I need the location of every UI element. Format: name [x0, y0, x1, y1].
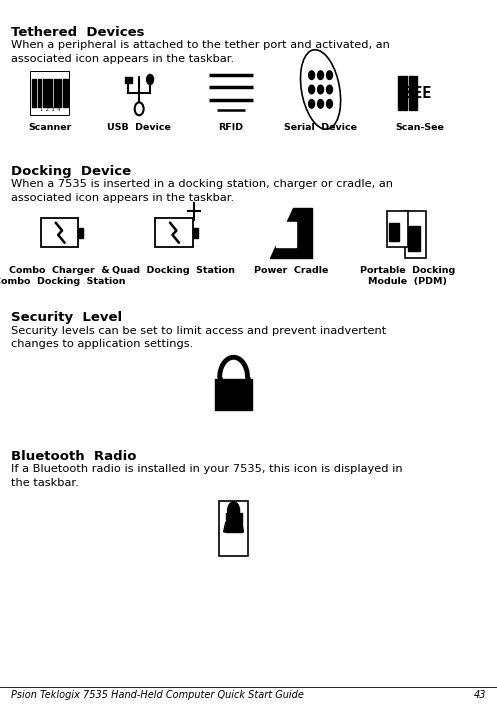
Bar	[402, 76, 407, 110]
Circle shape	[327, 100, 332, 108]
Circle shape	[318, 71, 324, 79]
Circle shape	[318, 100, 324, 108]
Bar	[47, 79, 52, 107]
Bar	[32, 79, 36, 107]
Bar	[219, 501, 248, 556]
Text: 1 2 3 4: 1 2 3 4	[40, 107, 60, 112]
Text: When a 7535 is inserted in a docking station, charger or cradle, an
associated i: When a 7535 is inserted in a docking sta…	[11, 179, 393, 203]
Text: USB  Device: USB Device	[107, 123, 171, 132]
Bar	[387, 211, 408, 247]
Bar	[125, 77, 132, 83]
Text: RFID: RFID	[219, 123, 244, 132]
Bar	[414, 76, 417, 110]
Bar	[43, 79, 46, 107]
Circle shape	[228, 502, 240, 519]
Text: Scanner: Scanner	[28, 123, 72, 132]
Bar	[58, 79, 61, 107]
Text: Quad  Docking  Station: Quad Docking Station	[112, 266, 236, 276]
Ellipse shape	[301, 49, 340, 130]
Bar	[38, 79, 41, 107]
Polygon shape	[224, 523, 244, 532]
Text: Docking  Device: Docking Device	[11, 165, 131, 178]
Circle shape	[327, 71, 332, 79]
Text: 43: 43	[474, 690, 486, 700]
Bar	[41, 218, 79, 247]
Bar	[226, 513, 242, 532]
Bar	[389, 223, 399, 241]
Bar	[30, 71, 69, 115]
Bar	[63, 79, 68, 107]
Polygon shape	[270, 208, 312, 258]
Bar	[409, 76, 413, 110]
Text: Combo  Charger  &
Combo  Docking  Station: Combo Charger & Combo Docking Station	[0, 266, 125, 286]
Bar	[398, 76, 401, 110]
Bar	[215, 379, 252, 410]
Text: Tethered  Devices: Tethered Devices	[11, 26, 145, 39]
Bar	[155, 218, 193, 247]
Bar	[193, 228, 197, 238]
Bar	[276, 222, 296, 247]
Text: Security  Level: Security Level	[11, 311, 122, 324]
Text: Portable  Docking
Module  (PDM): Portable Docking Module (PDM)	[360, 266, 455, 286]
Bar	[54, 79, 57, 107]
Text: Serial  Device: Serial Device	[284, 123, 357, 132]
Bar	[79, 228, 83, 238]
Circle shape	[318, 85, 324, 94]
Circle shape	[147, 74, 154, 84]
Bar	[408, 226, 420, 251]
Text: Power  Cradle: Power Cradle	[253, 266, 328, 276]
Text: When a peripheral is attached to the tether port and activated, an
associated ic: When a peripheral is attached to the tet…	[11, 40, 390, 64]
Text: Psion Teklogix 7535 Hand-Held Computer Quick Start Guide: Psion Teklogix 7535 Hand-Held Computer Q…	[11, 690, 304, 700]
Text: Bluetooth  Radio: Bluetooth Radio	[11, 450, 137, 463]
Text: Security levels can be set to limit access and prevent inadvertent
changes to ap: Security levels can be set to limit acce…	[11, 326, 386, 349]
Text: SEE: SEE	[404, 86, 431, 100]
Circle shape	[327, 85, 332, 94]
Text: Scan-See: Scan-See	[396, 123, 444, 132]
Circle shape	[309, 100, 315, 108]
Circle shape	[309, 85, 315, 94]
Bar	[405, 211, 426, 258]
Text: If a Bluetooth radio is installed in your 7535, this icon is displayed in
the ta: If a Bluetooth radio is installed in you…	[11, 464, 403, 488]
Circle shape	[309, 71, 315, 79]
